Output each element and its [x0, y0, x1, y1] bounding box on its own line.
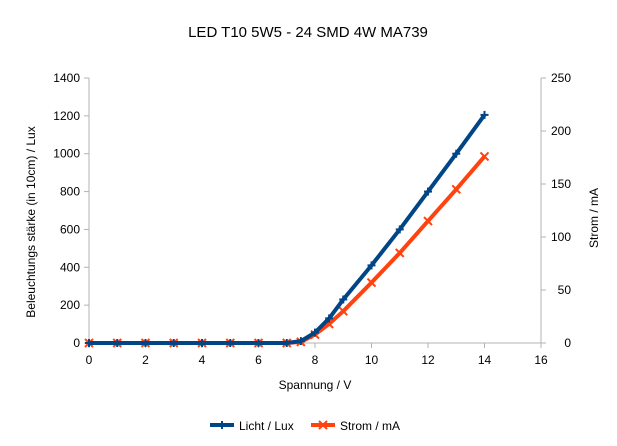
- legend-marker-licht: [218, 421, 226, 429]
- legend: Licht / Lux Strom / mA: [210, 419, 400, 433]
- data-point-strom: [366, 277, 377, 288]
- data-point-licht: [113, 339, 122, 347]
- series-layer: [84, 110, 490, 348]
- chart-title: LED T10 5W5 - 24 SMD 4W MA739: [188, 24, 428, 41]
- legend-label-strom: Strom / mA: [340, 419, 400, 433]
- data-point-licht: [226, 339, 235, 347]
- data-point-licht: [367, 261, 376, 270]
- y-right-tick-label: 150: [551, 177, 571, 191]
- y-axis-label-right: Strom / mA: [587, 188, 601, 248]
- legend-marker-strom: [318, 420, 328, 430]
- data-point-licht: [141, 339, 150, 347]
- data-point-licht: [395, 225, 404, 234]
- x-tick-label: 8: [312, 353, 319, 367]
- data-point-licht: [480, 110, 489, 119]
- x-tick-label: 16: [534, 353, 548, 367]
- right-axis-ticks: 0 50 100 150 200 250: [541, 71, 571, 350]
- data-point-licht: [85, 339, 93, 347]
- data-point-strom: [423, 216, 433, 226]
- plot-axes: [88, 78, 542, 344]
- y-axis-label-left: Beleuchtungs stärke (in 10cm) / Lux: [24, 126, 38, 317]
- series-line-strom: [89, 155, 487, 345]
- x-axis-label: Spannung / V: [279, 378, 352, 392]
- data-point-licht: [254, 339, 263, 347]
- data-point-strom: [479, 151, 490, 162]
- data-point-strom: [451, 184, 461, 195]
- y-right-tick-label: 250: [551, 71, 571, 85]
- x-axis-ticks: 0 2 4 6 8 10 12 14 16: [86, 343, 548, 367]
- left-axis-ticks: 0 200 400 600 800 1000 1200 1400: [53, 71, 89, 350]
- y-left-tick-label: 1400: [53, 71, 80, 85]
- y-left-tick-label: 1200: [53, 109, 80, 123]
- data-point-licht: [282, 339, 291, 347]
- y-right-tick-label: 0: [564, 336, 571, 350]
- x-tick-label: 4: [199, 353, 206, 367]
- data-point-licht: [311, 328, 319, 337]
- data-point-licht: [198, 339, 206, 347]
- series-line-licht: [89, 113, 487, 345]
- y-left-tick-label: 600: [60, 222, 80, 236]
- x-tick-label: 2: [142, 353, 149, 367]
- x-tick-label: 0: [86, 353, 93, 367]
- data-point-licht: [424, 187, 432, 196]
- y-left-tick-label: 400: [60, 260, 80, 274]
- data-point-strom: [338, 306, 348, 316]
- y-right-tick-label: 200: [551, 124, 571, 138]
- y-right-tick-label: 100: [551, 230, 571, 244]
- y-right-tick-label: 50: [558, 283, 572, 297]
- y-left-tick-label: 0: [73, 336, 80, 350]
- data-point-licht: [169, 339, 178, 347]
- data-point-licht: [296, 337, 305, 346]
- y-left-tick-label: 200: [60, 298, 80, 312]
- data-point-strom: [395, 248, 405, 258]
- data-point-licht: [339, 295, 348, 304]
- legend-label-licht: Licht / Lux: [239, 419, 294, 433]
- x-tick-label: 14: [478, 353, 492, 367]
- y-left-tick-label: 800: [60, 185, 80, 199]
- y-left-tick-label: 1000: [53, 147, 80, 161]
- x-tick-label: 10: [365, 353, 379, 367]
- x-tick-label: 6: [255, 353, 262, 367]
- data-point-licht: [325, 314, 334, 323]
- x-tick-label: 12: [421, 353, 435, 367]
- data-point-licht: [452, 149, 461, 158]
